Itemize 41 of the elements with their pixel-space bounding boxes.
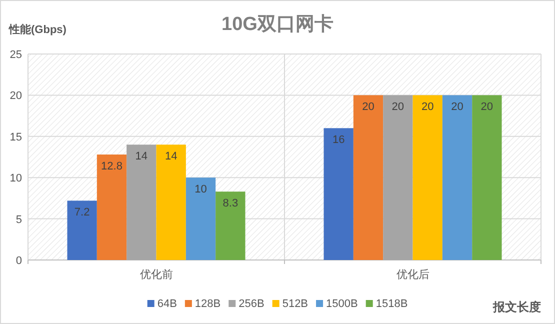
data-label: 20 xyxy=(392,101,404,114)
legend-label: 256B xyxy=(238,298,264,310)
chart-title: 10G双口网卡 xyxy=(222,13,334,35)
y-tick-label: 25 xyxy=(10,49,22,61)
bar xyxy=(353,95,384,260)
x-tick-label: 优化前 xyxy=(140,269,173,281)
data-label: 7.2 xyxy=(74,206,90,219)
bar xyxy=(412,95,442,260)
legend-label: 64B xyxy=(157,298,177,310)
legend-label: 512B xyxy=(282,298,308,310)
y-axis-title: 性能(Gbps) xyxy=(8,23,67,36)
data-label: 12.8 xyxy=(101,160,122,173)
y-tick-label: 0 xyxy=(16,255,22,267)
data-label: 10 xyxy=(194,184,207,196)
legend-label: 1500B xyxy=(326,298,358,310)
bar xyxy=(383,95,413,260)
data-label: 8.3 xyxy=(222,198,238,210)
data-label: 20 xyxy=(362,101,374,114)
legend-label: 1518B xyxy=(376,298,408,310)
bar xyxy=(472,95,502,260)
data-label: 20 xyxy=(421,101,434,114)
bar xyxy=(126,144,156,260)
y-tick-label: 5 xyxy=(16,214,22,226)
y-tick-label: 20 xyxy=(10,90,22,102)
bar xyxy=(156,144,186,260)
x-tick-label: 优化后 xyxy=(396,268,430,281)
data-label: 20 xyxy=(480,101,494,114)
data-label: 14 xyxy=(164,150,178,163)
bar xyxy=(442,95,472,260)
y-tick-label: 10 xyxy=(10,172,22,185)
data-label: 20 xyxy=(451,101,464,114)
legend-label: 128B xyxy=(194,298,221,310)
bar xyxy=(216,192,246,260)
bar xyxy=(67,200,97,260)
bar xyxy=(96,154,127,260)
x-axis-title: 报文长度 xyxy=(492,300,541,314)
bar xyxy=(186,178,216,260)
data-label: 16 xyxy=(332,134,345,146)
data-label: 14 xyxy=(135,150,148,163)
bar xyxy=(324,128,354,260)
y-tick-label: 15 xyxy=(10,131,22,144)
